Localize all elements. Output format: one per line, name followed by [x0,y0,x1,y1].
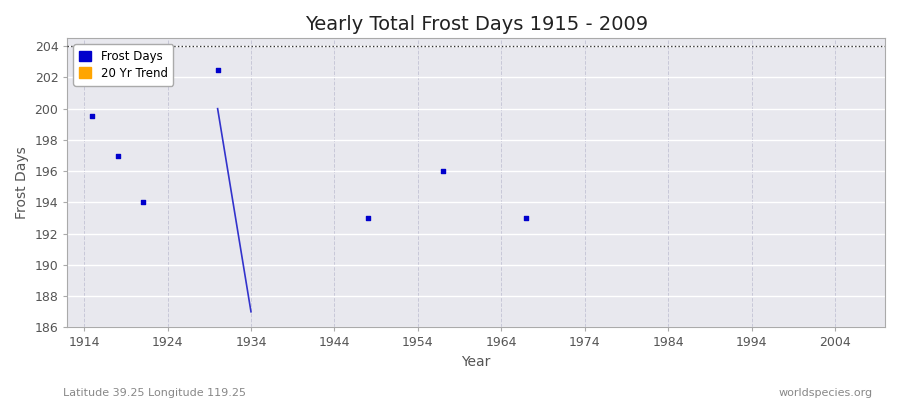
X-axis label: Year: Year [462,355,490,369]
Point [361,215,375,221]
Point [519,215,534,221]
Legend: Frost Days, 20 Yr Trend: Frost Days, 20 Yr Trend [74,44,174,86]
Point [135,199,149,206]
Point [211,66,225,73]
Text: Latitude 39.25 Longitude 119.25: Latitude 39.25 Longitude 119.25 [63,388,246,398]
Point [111,152,125,159]
Title: Yearly Total Frost Days 1915 - 2009: Yearly Total Frost Days 1915 - 2009 [305,15,648,34]
Y-axis label: Frost Days: Frost Days [15,146,29,219]
Text: worldspecies.org: worldspecies.org [778,388,873,398]
Point [436,168,450,174]
Point [86,113,100,120]
